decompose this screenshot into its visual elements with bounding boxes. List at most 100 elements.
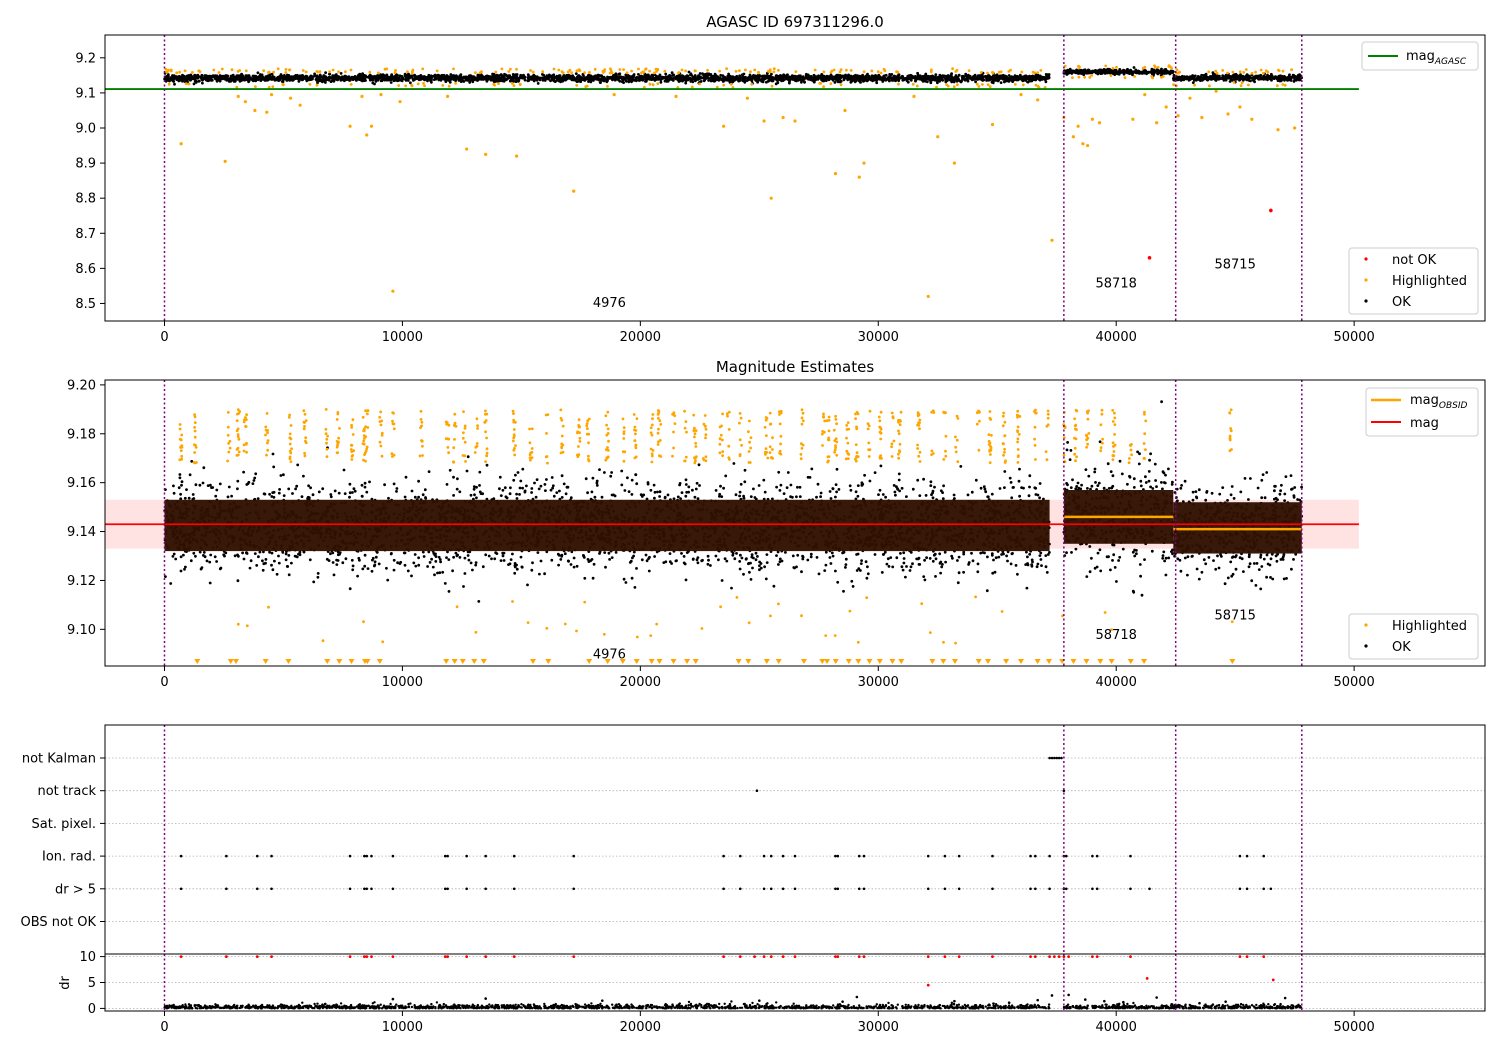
ok-point [513,75,517,79]
ok-point [400,79,404,83]
ok-point [1166,69,1169,73]
highlighted-point [454,81,457,85]
highlighted-point [531,70,535,74]
ok-point [196,73,200,77]
ok-point [606,75,609,79]
highlighted-outlier [253,108,257,113]
highlighted-outlier [236,94,240,99]
highlighted-point [648,69,651,73]
highlighted-point [1250,71,1254,75]
highlighted-point [734,69,738,73]
ok-point [1016,78,1020,82]
ok-point [392,75,396,79]
ok-point [770,77,774,81]
highlighted-point [337,70,340,74]
ok-point [448,468,452,472]
ok-point [386,75,390,79]
x-tick-label: 20000 [620,330,661,345]
highlighted-outlier [398,100,402,104]
highlighted-point [187,82,191,86]
ok-point [765,80,768,84]
highlighted-point [897,82,900,86]
ok-point [810,77,813,81]
highlighted-point [308,82,312,86]
ok-point [1144,71,1148,74]
ok-point [633,586,637,589]
ok-point [753,74,757,78]
ok-point [814,77,817,81]
ok-point [603,551,607,554]
highlighted-point [911,82,915,86]
ok-point [503,78,507,82]
x-tick-label: 40000 [1096,330,1137,345]
ok-point [519,555,523,559]
ok-point [847,73,850,77]
ok-point [410,574,413,578]
ok-point [610,556,614,559]
legend-panel-agasc-points: not OK Highlighted OK [1348,247,1479,315]
highlighted-point [492,82,496,86]
ok-point [998,75,1002,78]
ok-point [1244,78,1248,81]
ok-point [1294,75,1298,79]
ok-point [546,76,550,80]
ok-point [287,487,291,491]
highlighted-point [954,70,958,73]
highlighted-point [1036,71,1040,74]
ok-point [467,74,471,78]
highlighted-point [416,82,420,86]
highlighted-outlier [862,161,866,165]
ok-point [627,80,631,84]
ok-point [1153,70,1156,74]
ok-point [431,74,435,78]
ok-point [1100,72,1104,75]
ok-point [1042,76,1046,79]
ok-point [395,75,398,79]
ok-point [1211,71,1215,75]
ok-point [363,485,367,489]
ok-point [794,75,798,79]
ok-point [591,576,595,580]
ok-point [417,556,420,560]
ok-point [337,491,341,495]
ok-point [266,74,270,78]
ok-point [574,72,578,75]
ok-point [422,555,426,558]
highlighted-point [952,85,956,89]
ok-point [1265,77,1268,80]
ok-point [568,76,572,80]
ok-point [650,73,654,77]
ok-point [822,74,826,78]
ok-point [595,76,599,80]
ok-point [1122,72,1126,76]
legend-not-ok-marker [1364,257,1368,261]
ok-point [208,560,212,564]
highlighted-point [1240,81,1244,85]
highlighted-point [529,69,532,72]
ok-point [961,74,964,78]
ok-point [181,77,184,81]
ok-point [215,79,219,83]
ok-point [747,76,750,79]
highlighted-point [757,70,760,74]
y-tick-label: 8.8 [75,192,96,207]
highlighted-point [1153,65,1157,69]
highlighted-outlier [762,119,766,123]
highlighted-point [648,82,652,86]
ok-point [711,79,715,83]
ok-point [894,75,898,79]
ok-points [163,66,1303,86]
highlighted-point [518,82,522,86]
ok-point [328,72,331,76]
ok-point [756,80,759,84]
ok-point [938,73,942,77]
ok-point [952,80,956,84]
ok-point [614,72,618,76]
ok-point [830,76,834,80]
highlighted-point [630,69,633,73]
ok-point [956,581,960,585]
ok-point [620,80,624,84]
ok-point [675,75,678,78]
ok-point [838,80,842,84]
ok-point [664,76,668,80]
